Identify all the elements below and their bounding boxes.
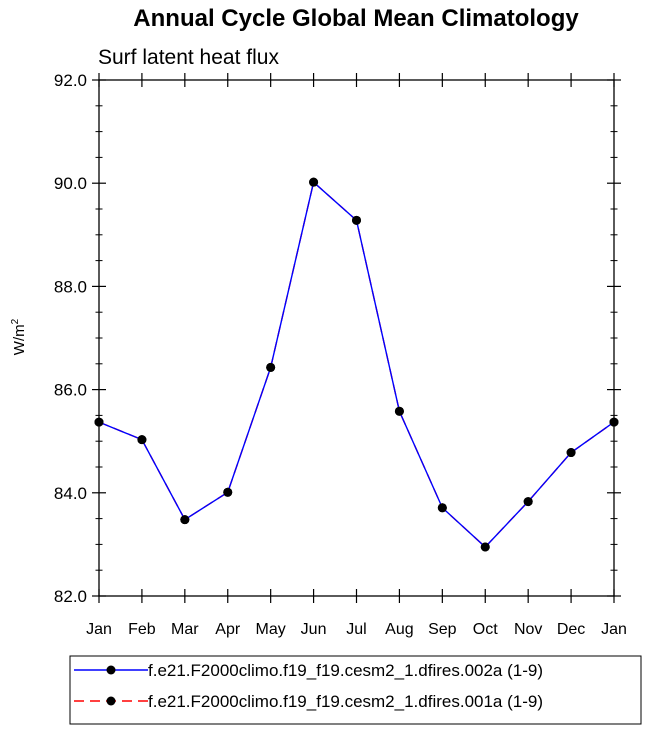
x-tick-label: Apr <box>215 621 241 638</box>
y-tick-labels: 82.0 84.0 86.0 88.0 90.0 92.0 <box>54 71 87 606</box>
series-layer <box>94 177 619 552</box>
chart-subtitle: Surf latent heat flux <box>98 46 279 69</box>
y-tick-label: 92.0 <box>54 71 87 90</box>
x-tick-label: Oct <box>473 621 498 638</box>
chart-title: Annual Cycle Global Mean Climatology <box>133 5 579 32</box>
data-point <box>566 448 576 458</box>
legend-entry-1: f.e21.F2000climo.f19_f19.cesm2_1.dfires.… <box>74 661 543 680</box>
data-point <box>180 515 190 525</box>
x-tick-label: May <box>256 621 286 638</box>
y-tick-label: 82.0 <box>54 587 87 606</box>
x-tick-label: Jul <box>346 621 366 638</box>
series-2 <box>94 177 619 552</box>
y-tick-label: 90.0 <box>54 174 87 193</box>
legend-label: f.e21.F2000climo.f19_f19.cesm2_1.dfires.… <box>148 661 543 680</box>
data-point <box>137 435 147 445</box>
legend-marker <box>106 665 116 675</box>
data-point <box>352 215 361 225</box>
y-tick-label: 88.0 <box>54 277 87 296</box>
series-1 <box>94 177 619 552</box>
legend-label: f.e21.F2000climo.f19_f19.cesm2_1.dfires.… <box>148 692 543 711</box>
axis-ticks <box>92 73 621 603</box>
series-line <box>98 180 615 548</box>
x-tick-label: Aug <box>385 621 413 638</box>
x-tick-label: Mar <box>171 621 199 638</box>
y-tick-label: 86.0 <box>54 381 87 400</box>
y-axis-label: W/m2 <box>10 318 28 355</box>
data-point <box>223 487 233 497</box>
y-tick-label: 84.0 <box>54 484 87 503</box>
data-point <box>266 362 276 372</box>
x-tick-label: Nov <box>514 621 542 638</box>
x-tick-label: Jan <box>601 621 627 638</box>
data-point <box>309 177 319 187</box>
legend: f.e21.F2000climo.f19_f19.cesm2_1.dfires.… <box>74 661 543 711</box>
data-point <box>394 406 404 416</box>
x-tick-label: Jan <box>86 621 112 638</box>
x-tick-label: Dec <box>557 621 585 638</box>
data-point <box>480 542 490 552</box>
legend-box <box>69 655 642 725</box>
data-point <box>523 497 533 507</box>
data-point <box>437 503 447 513</box>
y-axis-label-superscript: 2 <box>10 318 21 324</box>
x-tick-labels: Jan Feb Mar Apr May Jun Jul Aug Sep Oct Nov Dec Jan <box>86 621 627 638</box>
y-axis-label-base: W/m <box>11 324 28 355</box>
x-tick-label: Feb <box>128 621 156 638</box>
plot-frame <box>98 79 615 597</box>
x-tick-label: Jun <box>301 621 327 638</box>
legend-marker <box>106 696 116 706</box>
x-tick-label: Sep <box>428 621 457 638</box>
legend-entry-2: f.e21.F2000climo.f19_f19.cesm2_1.dfires.… <box>74 692 543 711</box>
